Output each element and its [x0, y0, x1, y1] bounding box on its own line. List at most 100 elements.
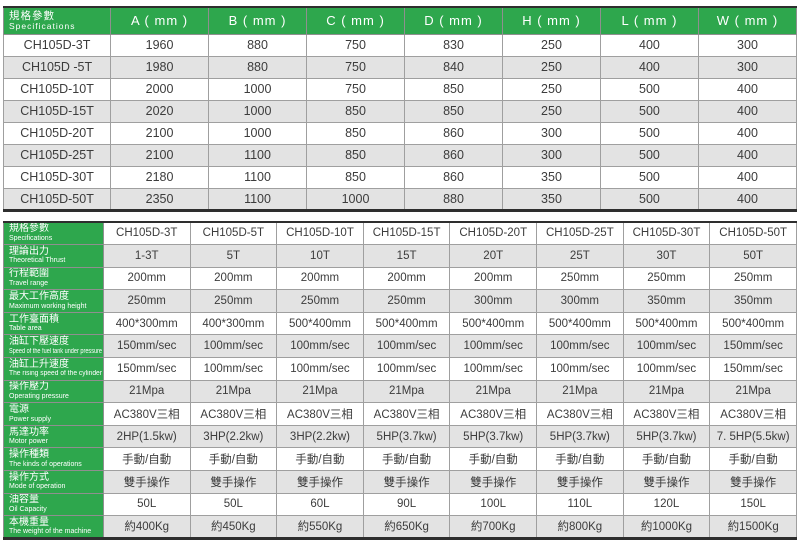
specification-value-cell: 50T — [709, 244, 797, 268]
row-header-zh: 本機重量 — [9, 516, 49, 528]
specification-value-cell: 21Mpa — [536, 379, 624, 404]
dimension-value-cell: 250 — [501, 33, 601, 57]
specification-value-cell: 5HP(3.7kw) — [362, 424, 451, 449]
row-header-en: Travel range — [9, 280, 101, 287]
dimension-value-cell: 250 — [501, 55, 601, 79]
specification-value-cell: 500*400mm — [276, 311, 364, 336]
dimension-value-cell: 850 — [306, 143, 405, 167]
specification-value-cell: 雙手操作 — [362, 469, 451, 494]
specification-row-header: 本機重量 The weight of the machine — [3, 515, 104, 539]
dimension-value-cell: 500 — [599, 187, 699, 211]
specification-value-cell: 100L — [449, 492, 538, 517]
specification-value-cell: 200mm — [362, 266, 451, 291]
row-header-en-text: The weight of the machine — [9, 528, 92, 535]
model-name-cell: CH105D-50T — [2, 187, 112, 211]
model-column-header: CH105D-20T — [449, 221, 538, 245]
specification-value-cell: 21Mpa — [276, 379, 364, 404]
dimension-value-cell: 860 — [404, 165, 503, 189]
specification-row: 油缸上升速度 The rising speed of the cylinder 15… — [3, 356, 797, 381]
specification-value-cell: 5HP(3.7kw) — [449, 424, 538, 449]
specification-value-cell: 400*300mm — [189, 311, 278, 336]
specification-row: 油容量 Oil Capacity 50L 50L 60L 90L 100L 110L 120L 1… — [3, 492, 797, 517]
row-header-en-text: Power supply — [9, 415, 52, 423]
specification-value-cell: 2HP(1.5kw) — [102, 424, 191, 449]
dimension-value-cell: 850 — [306, 99, 405, 123]
model-column-header: CH105D-30T — [622, 221, 711, 245]
dimension-column-header: A ( mm ) — [110, 6, 210, 35]
row-header-en-text: Table area — [9, 325, 42, 333]
dimension-value-cell: 750 — [306, 77, 405, 101]
specification-value-cell: 250mm — [536, 266, 624, 291]
specification-value-cell: 7. 5HP(5.5kw) — [709, 424, 797, 449]
specification-value-cell: 150mm/sec — [709, 356, 797, 381]
corner-label-zh: 規格參數 — [9, 9, 55, 22]
row-header-zh: 最大工作高度 — [9, 291, 69, 303]
dimension-column-header: B ( mm ) — [208, 6, 308, 35]
specification-value-cell: 約800Kg — [536, 515, 624, 539]
dimension-column-header: D ( mm ) — [404, 6, 503, 35]
dimension-value-cell: 850 — [404, 99, 503, 123]
row-header-en-text: Oil Capacity — [9, 505, 47, 513]
dimension-value-cell: 350 — [501, 165, 601, 189]
dimension-value-cell: 400 — [697, 165, 798, 189]
specification-value-cell: 雙手操作 — [622, 469, 711, 494]
row-header-en: The rising speed of the cylinder — [9, 370, 102, 377]
dimension-value-cell: 1000 — [208, 99, 308, 123]
dimensions-table: 規格參數 Specifications A ( mm ) B ( mm ) C ( … — [2, 6, 798, 212]
specification-value-cell: 120L — [622, 492, 711, 517]
dimensions-row: CH105D-3T 1960 880 750 830 250 400 300 — [2, 33, 798, 57]
specification-value-cell: 150mm/sec — [102, 356, 191, 381]
specifications-body: 理論出力 Theoretical Thrust 1-3T 5T 10T 15T 20T 25T… — [3, 244, 797, 539]
specification-value-cell: AC380V三相 — [362, 402, 451, 426]
dimensions-row: CH105D-30T 2180 1100 850 860 350 500 400 — [2, 165, 798, 189]
dimension-value-cell: 300 — [501, 143, 601, 167]
specification-row: 最大工作高度 Maximum working height 250mm 250mm 25… — [3, 289, 797, 313]
dimension-value-cell: 1000 — [208, 77, 308, 101]
model-name-cell: CH105D-25T — [2, 143, 112, 167]
specification-value-cell: 150mm/sec — [709, 334, 797, 358]
dimension-value-cell: 850 — [306, 165, 405, 189]
specification-value-cell: 21Mpa — [449, 379, 538, 404]
row-header-en: The weight of the machine — [9, 528, 101, 535]
specifications-corner-cell: 規格參數 Specifications — [3, 221, 104, 245]
dimension-value-cell: 400 — [697, 99, 798, 123]
specification-value-cell: 手動/自動 — [102, 447, 191, 471]
specification-value-cell: 150mm/sec — [102, 334, 191, 358]
specification-value-cell: 21Mpa — [622, 379, 711, 404]
specification-value-cell: 500*400mm — [622, 311, 711, 336]
dimension-value-cell: 2100 — [110, 143, 210, 167]
specification-value-cell: 500*400mm — [449, 311, 538, 336]
dimension-column-header: L ( mm ) — [599, 6, 699, 35]
row-header-zh: 操作壓力 — [9, 381, 49, 393]
dimension-value-cell: 1980 — [110, 55, 210, 79]
specification-row: 本機重量 The weight of the machine 約400Kg 約450K… — [3, 515, 797, 539]
specification-value-cell: 250mm — [276, 289, 364, 313]
dimension-value-cell: 500 — [599, 165, 699, 189]
specification-value-cell: 3HP(2.2kw) — [189, 424, 278, 449]
dimension-column-header: H ( mm ) — [501, 6, 601, 35]
dimension-value-cell: 840 — [404, 55, 503, 79]
row-header-en-text: Mode of operation — [9, 483, 66, 491]
specification-value-cell: 雙手操作 — [536, 469, 624, 494]
row-header-en: Oil Capacity — [9, 506, 101, 513]
specification-row: 理論出力 Theoretical Thrust 1-3T 5T 10T 15T 20T 25T… — [3, 244, 797, 268]
specification-value-cell: 300mm — [449, 289, 538, 313]
specification-value-cell: 15T — [362, 244, 451, 268]
row-header-zh: 操作種類 — [9, 449, 49, 461]
specification-value-cell: 250mm — [709, 266, 797, 291]
dimension-value-cell: 400 — [599, 33, 699, 57]
specification-value-cell: 100mm/sec — [276, 356, 364, 381]
specification-value-cell: AC380V三相 — [189, 402, 278, 426]
specification-row: 馬達功率 Motor power 2HP(1.5kw) 3HP(2.2kw) 3HP(2… — [3, 424, 797, 449]
specification-value-cell: 150L — [709, 492, 797, 517]
specification-row-header: 理論出力 Theoretical Thrust — [3, 244, 104, 268]
dimension-value-cell: 500 — [599, 99, 699, 123]
specification-value-cell: 100mm/sec — [449, 356, 538, 381]
specification-value-cell: AC380V三相 — [622, 402, 711, 426]
specification-value-cell: 100mm/sec — [362, 334, 451, 358]
specification-value-cell: 100mm/sec — [362, 356, 451, 381]
dimension-value-cell: 880 — [208, 33, 308, 57]
model-name-cell: CH105D-15T — [2, 99, 112, 123]
specification-value-cell: 250mm — [102, 289, 191, 313]
